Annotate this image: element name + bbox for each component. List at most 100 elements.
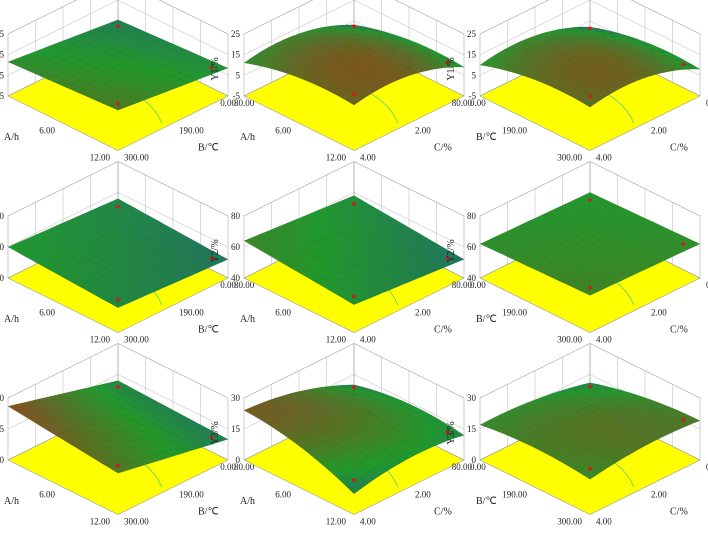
surface-panel-3: -5 5 15 25 80.00 190.00 300.00 0.00 2.00 4.00 B/℃ C… [446, 0, 708, 163]
y-tick-label: 2.00 [415, 125, 431, 135]
surface-panel-6: 40 60 80 80.00 190.00 300.00 0.00 2.00 4.00 B/℃ C/… [446, 161, 708, 345]
z-grid-line [7, 161, 229, 217]
y-tick-label: 0.00 [706, 98, 708, 108]
response-surface [7, 19, 229, 111]
z-tick-label: 5 [236, 70, 241, 80]
z-tick-label: 15 [0, 424, 5, 434]
design-point-marker [209, 256, 214, 261]
y-tick-label: 0.00 [706, 462, 708, 472]
surface-cell [109, 299, 127, 308]
x-tick-label: 6.00 [39, 307, 55, 317]
surface-panel-2: -5 5 15 25 0.00 6.00 12.00 0.00 2.00 4.00 A/h C/% Y1… [210, 0, 486, 163]
z-tick-label: 5 [472, 70, 477, 80]
y-tick-label: 2.00 [651, 307, 667, 317]
z-tick-label: 25 [231, 29, 241, 39]
design-point-marker [116, 463, 120, 468]
y-axis-label: C/% [434, 143, 452, 154]
design-point-marker [588, 285, 592, 290]
y-tick-label: 2.00 [415, 489, 431, 499]
design-point-marker [588, 198, 592, 202]
design-point-marker [352, 24, 356, 29]
z-grid-line [7, 0, 229, 55]
z-tick-label: 0 [0, 455, 5, 465]
surface-panel-7: 015300.006.0012.0080.00190.00300.00A/hB/… [0, 343, 255, 527]
response-surface [479, 26, 701, 108]
z-tick-label: 60 [467, 242, 477, 252]
z-tick-label: 60 [231, 242, 241, 252]
y-tick-label: 4.00 [360, 153, 376, 163]
x-axis-label: B/℃ [476, 132, 497, 143]
design-point-marker [116, 24, 120, 29]
z-tick-label: -5 [233, 91, 241, 101]
z-tick-label: 25 [0, 29, 5, 39]
y-axis-label: B/℃ [198, 143, 219, 154]
surface-cell [581, 96, 599, 108]
z-axis-label: Y3/% [210, 421, 221, 444]
z-tick-label: 5 [0, 70, 5, 80]
z-tick-label: 15 [467, 50, 477, 60]
design-point-marker [116, 297, 120, 302]
design-point-marker [209, 435, 214, 440]
y-tick-label: 2.00 [651, 489, 667, 499]
x-tick-label: 190.00 [502, 489, 527, 499]
x-axis-label: A/h [4, 314, 19, 325]
response-surface [7, 380, 229, 474]
x-tick-label: 300.00 [557, 517, 582, 527]
surface-panel-5: 40 60 80 0.00 6.00 12.00 0.00 2.00 4.00 A/h C/% Y2/… [210, 161, 486, 345]
y-tick-label: 2.00 [651, 125, 667, 135]
y-axis-label: C/% [434, 325, 452, 336]
y-tick-label: 4.00 [596, 335, 612, 345]
surface-cell [109, 103, 127, 111]
x-tick-label: 12.00 [90, 153, 111, 163]
z-tick-label: 40 [467, 273, 477, 283]
z-tick-label: 30 [0, 393, 5, 403]
x-axis-label: A/h [4, 132, 19, 143]
z-grid-line [7, 192, 229, 248]
y-tick-label: 4.00 [360, 335, 376, 345]
z-grid-line [479, 0, 701, 35]
y-tick-label: 80.00 [234, 462, 255, 472]
x-tick-label: 6.00 [275, 489, 291, 499]
y-axis-label: B/℃ [198, 325, 219, 336]
z-grid-line [479, 0, 701, 55]
z-grid-line [243, 0, 465, 55]
y-tick-label: 4.00 [360, 517, 376, 527]
z-tick-label: 0 [472, 455, 477, 465]
z-grid-line [243, 161, 465, 217]
z-grid-line [243, 0, 465, 35]
x-tick-label: 190.00 [502, 307, 527, 317]
response-surface [243, 195, 465, 305]
surface-panel-4: 40 60 80 0.00 6.00 12.00 80.00 190.00 300.00 A/h B… [0, 161, 255, 345]
z-axis-label: Y3/% [446, 421, 457, 444]
z-axis-label: Y1/% [446, 57, 457, 80]
y-tick-label: 190.00 [179, 307, 204, 317]
z-tick-label: 15 [0, 50, 5, 60]
surface-panel-9: 0 15 30 80.00 190.00 300.00 0.00 2.00 4.00 B/℃ C/%… [446, 343, 708, 527]
x-tick-label: 80.00 [452, 98, 473, 108]
surface-cell [345, 94, 363, 106]
x-tick-label: 12.00 [90, 335, 111, 345]
z-grid-line [7, 343, 229, 399]
y-axis-label: C/% [670, 143, 688, 154]
x-tick-label: 300.00 [557, 335, 582, 345]
z-tick-label: -5 [0, 91, 4, 101]
z-tick-label: 30 [467, 393, 477, 403]
y-tick-label: 0.00 [470, 280, 486, 290]
response-surface [479, 192, 701, 296]
x-tick-label: 80.00 [452, 280, 473, 290]
x-axis-label: B/℃ [476, 314, 497, 325]
design-point-marker [116, 385, 120, 389]
response-surface [243, 24, 465, 106]
design-point-marker [352, 478, 356, 482]
z-axis-label: Y1/% [210, 57, 221, 80]
x-tick-label: 6.00 [39, 125, 55, 135]
z-tick-label: -5 [469, 91, 477, 101]
response-surface [7, 198, 229, 308]
y-axis-label: C/% [670, 507, 688, 518]
x-axis-label: A/h [240, 314, 255, 325]
z-grid-line [243, 343, 465, 399]
design-point-marker [588, 94, 592, 99]
x-tick-label: 0.00 [220, 98, 236, 108]
design-point-marker [445, 60, 450, 64]
x-axis-label: A/h [240, 496, 255, 507]
